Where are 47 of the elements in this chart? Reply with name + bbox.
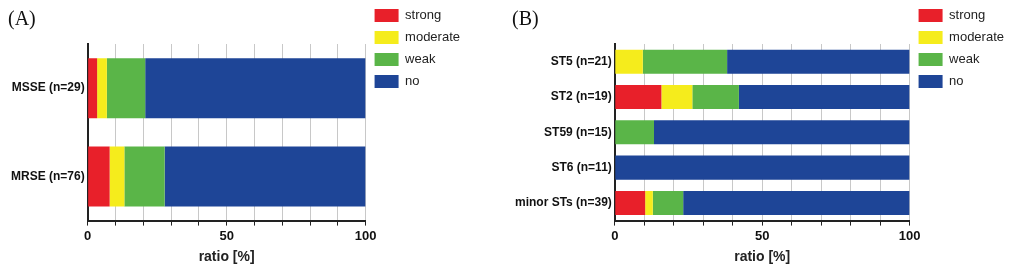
legend-label: moderate: [949, 29, 1004, 45]
y-tick-label: ST6 (n=11): [551, 159, 612, 174]
legend-label: strong: [405, 7, 442, 23]
x-tick-label: 100: [898, 227, 921, 243]
x-tick-label: 100: [354, 227, 377, 243]
y-tick-label: ST5 (n=21): [550, 53, 612, 68]
bar: [145, 58, 366, 119]
y-tick-label: MRSE (n=76): [10, 168, 85, 183]
bar: [615, 120, 654, 145]
chart-title: (B): [512, 7, 539, 31]
bar: [106, 58, 146, 119]
legend-label: no: [949, 73, 964, 89]
bar: [654, 120, 910, 145]
x-axis-title: ratio [%]: [198, 248, 255, 265]
legend-label: strong: [949, 7, 986, 23]
bar: [727, 49, 910, 74]
bar: [164, 146, 366, 207]
bar: [615, 84, 662, 109]
x-axis-title: ratio [%]: [734, 248, 791, 265]
bar: [661, 84, 693, 109]
bar: [683, 190, 910, 215]
chart-title: (A): [8, 7, 36, 31]
bar: [88, 58, 98, 119]
x-tick-label: 0: [84, 227, 92, 243]
legend-label: no: [405, 73, 420, 89]
x-tick-label: 50: [754, 227, 770, 243]
bar: [615, 49, 643, 74]
legend-label: weak: [404, 51, 436, 67]
bar: [642, 49, 728, 74]
x-tick-label: 0: [611, 227, 619, 243]
bar: [652, 190, 684, 215]
y-tick-label: minor STs (n=39): [515, 195, 612, 210]
bar: [615, 190, 646, 215]
y-tick-label: ST59 (n=15): [544, 124, 612, 139]
bar: [615, 155, 910, 180]
bar: [692, 84, 739, 109]
bar: [97, 58, 107, 119]
bar: [738, 84, 910, 109]
legend-label: weak: [948, 51, 980, 67]
y-tick-label: MSSE (n=29): [11, 80, 85, 95]
legend-label: moderate: [405, 29, 460, 45]
bar: [645, 190, 653, 215]
x-tick-label: 50: [219, 227, 234, 243]
bar: [109, 146, 125, 207]
bar: [124, 146, 165, 207]
bar: [88, 146, 110, 207]
y-tick-label: ST2 (n=19): [550, 89, 612, 104]
